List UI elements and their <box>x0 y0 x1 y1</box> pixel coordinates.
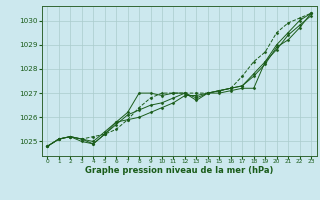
X-axis label: Graphe pression niveau de la mer (hPa): Graphe pression niveau de la mer (hPa) <box>85 166 273 175</box>
